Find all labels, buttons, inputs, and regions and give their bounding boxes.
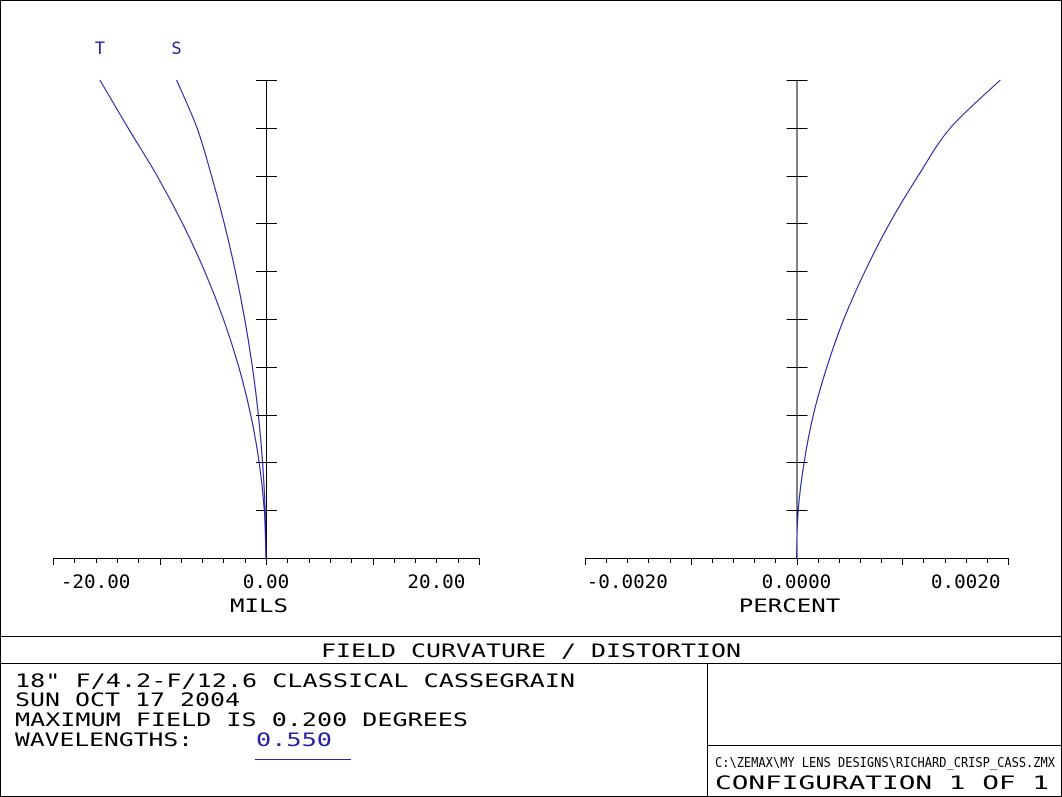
series-label-t: T: [95, 39, 105, 59]
wavelength-value: 0.550: [256, 729, 332, 751]
distortion-plot: -0.0020 0.0000 0.0020 PERCENT: [585, 79, 1009, 617]
file-path: C:\ZEMAX\MY LENS DESIGNS\RICHARD_CRISP_C…: [715, 756, 1055, 771]
x-tick-label: 0.0020: [931, 571, 1001, 593]
x-axis-label: MILS: [230, 595, 288, 617]
series-label-s: S: [171, 39, 181, 59]
x-tick-label: 20.00: [407, 571, 465, 593]
series-line-distortion: [795, 79, 1001, 559]
plot-title: FIELD CURVATURE / DISTORTION: [321, 640, 741, 662]
lens-title: 18" F/4.2-F/12.6 CLASSICAL CASSEGRAIN: [15, 670, 575, 692]
x-tick-label: 0.0000: [762, 571, 832, 593]
configuration-text: CONFIGURATION 1 OF 1: [715, 772, 1049, 794]
wavelengths-label: WAVELENGTHS:: [15, 729, 193, 751]
x-tick-label: -0.0020: [587, 571, 668, 593]
x-tick-label: 0.00: [243, 571, 289, 593]
max-field-text: MAXIMUM FIELD IS 0.200 DEGREES: [15, 709, 468, 731]
series-line-t: [99, 79, 267, 559]
series-line-s: [176, 79, 267, 559]
date-text: SUN OCT 17 2004: [15, 689, 240, 711]
x-tick-label: -20.00: [61, 571, 131, 593]
x-axis-label: PERCENT: [739, 595, 841, 617]
field-curvature-plot: -20.00 0.00 20.00 MILS T S: [53, 39, 480, 617]
